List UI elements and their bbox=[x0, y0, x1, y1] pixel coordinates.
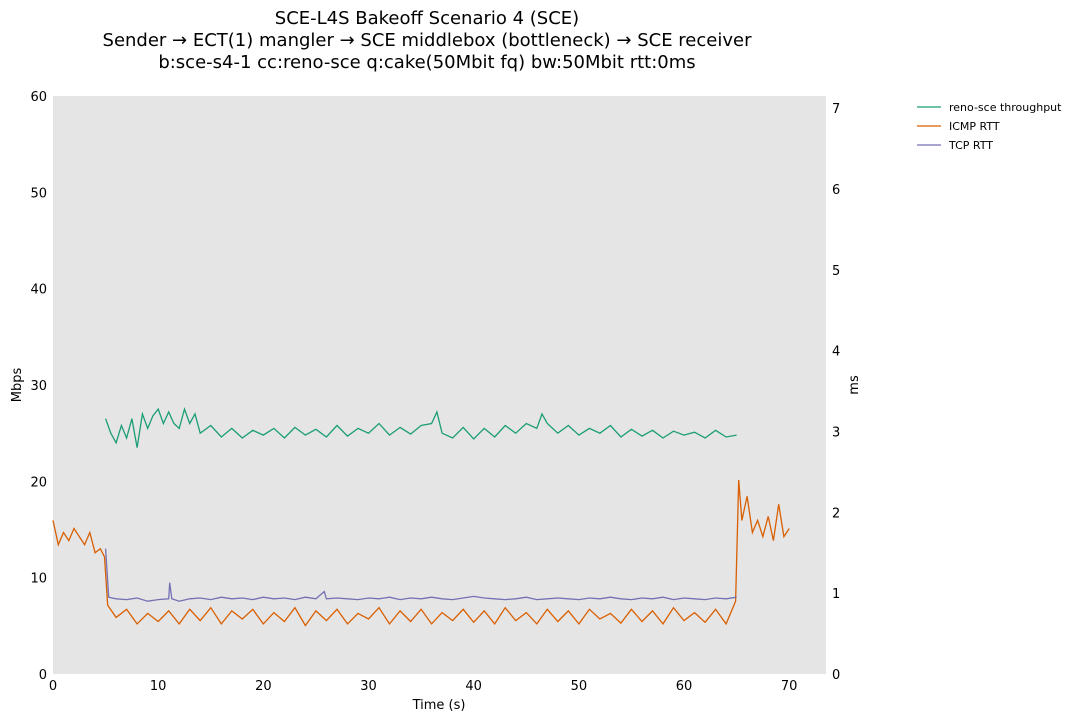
series-line-reno-sce-throughput bbox=[104, 406, 737, 448]
y-right-tick-label: 7 bbox=[832, 102, 840, 117]
x-axis: 0 10 20 30 40 50 60 70 bbox=[49, 679, 798, 694]
y-left-tick-label: 30 bbox=[30, 379, 47, 394]
series-lines bbox=[52, 406, 790, 627]
x-tick-label: 20 bbox=[255, 679, 272, 694]
y-right-tick-label: 0 bbox=[832, 668, 840, 683]
x-tick-label: 0 bbox=[49, 679, 57, 694]
x-axis-label: Time (s) bbox=[412, 698, 466, 713]
y-right-tick-label: 2 bbox=[832, 506, 840, 521]
y-left-tick-label: 60 bbox=[30, 90, 47, 105]
y-left-tick-label: 50 bbox=[30, 186, 47, 201]
y-left-tick-label: 20 bbox=[30, 475, 47, 490]
y-axis-label-left: Mbps bbox=[10, 368, 25, 403]
y-right-tick-label: 3 bbox=[832, 425, 840, 440]
x-tick-label: 70 bbox=[781, 679, 798, 694]
x-tick-label: 10 bbox=[150, 679, 167, 694]
y-axis-label-right: ms bbox=[847, 375, 862, 395]
x-tick-label: 30 bbox=[360, 679, 377, 694]
y-left-tick-label: 0 bbox=[39, 668, 47, 683]
chart-title: SCE-L4S Bakeoff Scenario 4 (SCE) Sender … bbox=[0, 8, 854, 74]
y-left-tick-label: 10 bbox=[30, 572, 47, 587]
legend-label: TCP RTT bbox=[948, 139, 993, 152]
y-right-tick-label: 6 bbox=[832, 183, 840, 198]
plot-area bbox=[53, 96, 826, 674]
y-axis-left: 0 10 20 30 40 50 60 bbox=[30, 90, 47, 683]
y-axis-right: 0 1 2 3 4 5 6 7 bbox=[832, 102, 840, 683]
chart-title-line-3: b:sce-s4-1 cc:reno-sce q:cake(50Mbit fq)… bbox=[158, 52, 696, 73]
x-tick-label: 60 bbox=[676, 679, 693, 694]
y-right-tick-label: 5 bbox=[832, 264, 840, 279]
x-tick-label: 50 bbox=[571, 679, 588, 694]
series-line-icmp-rtt bbox=[52, 479, 790, 627]
chart-title-line-2: Sender → ECT(1) mangler → SCE middlebox … bbox=[102, 30, 752, 51]
y-left-tick-label: 40 bbox=[30, 283, 47, 298]
x-tick-label: 40 bbox=[465, 679, 482, 694]
legend-label: reno-sce throughput bbox=[949, 101, 1062, 114]
legend-label: ICMP RTT bbox=[949, 120, 1000, 133]
legend: reno-sce throughput ICMP RTT TCP RTT bbox=[917, 101, 1062, 152]
chart-title-line-1: SCE-L4S Bakeoff Scenario 4 (SCE) bbox=[274, 8, 580, 29]
y-right-tick-label: 1 bbox=[832, 587, 840, 602]
y-right-tick-label: 4 bbox=[832, 345, 840, 360]
series-line-tcp-rtt bbox=[104, 548, 737, 602]
